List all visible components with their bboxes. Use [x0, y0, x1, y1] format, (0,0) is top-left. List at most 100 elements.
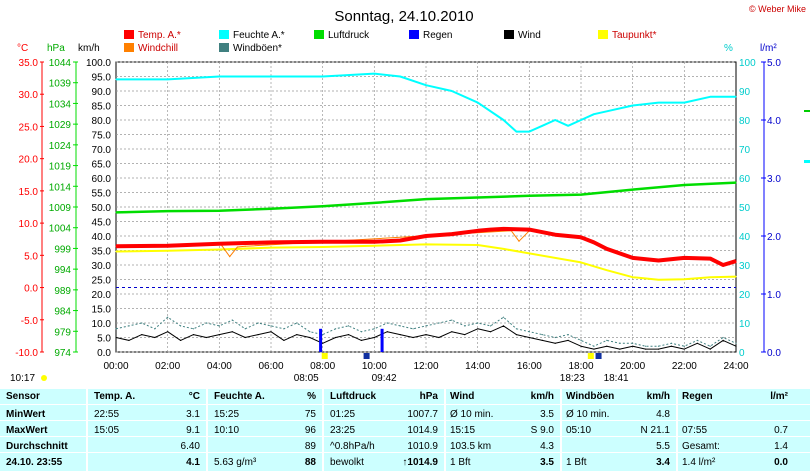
data-point — [335, 336, 337, 339]
chart-series — [115, 72, 737, 352]
temp-tick-label: 20.0 — [19, 155, 39, 166]
series-line-feuchte-a — [116, 72, 736, 133]
data-point — [322, 205, 324, 207]
pressure-tick-label: 1029 — [49, 120, 72, 131]
data-point — [154, 328, 156, 330]
data-point — [205, 336, 207, 339]
x-tick-label: 18:00 — [568, 361, 593, 372]
data-point — [128, 339, 130, 341]
data-point — [218, 248, 220, 251]
pressure-tick-label: 989 — [54, 286, 71, 297]
x-tick-label: 16:00 — [517, 361, 542, 372]
data-point — [335, 328, 337, 330]
data-point — [606, 345, 608, 347]
copyright-label: © Weber Mike — [749, 4, 806, 14]
data-point — [115, 78, 117, 80]
data-point — [167, 78, 169, 80]
wind-row-value: 3.5 — [540, 457, 554, 468]
data-point — [490, 229, 492, 231]
data-point — [115, 336, 117, 339]
data-point — [515, 334, 518, 336]
pressure-tick-label: 979 — [54, 327, 71, 338]
gust-row-label: 05:10 — [566, 425, 592, 436]
pressure-edge-marker — [804, 110, 810, 112]
x-tick-label: 24:00 — [723, 361, 748, 372]
column-separator — [86, 389, 88, 471]
sun-marker-icon — [41, 375, 47, 381]
data-point — [244, 336, 246, 339]
gust-header: Windböen — [566, 391, 615, 402]
data-point — [490, 331, 492, 333]
data-point — [593, 241, 595, 243]
rain-tick-label: 5.0 — [767, 58, 781, 69]
wind-tick-label: 35.0 — [92, 247, 112, 258]
legend-swatch — [124, 43, 134, 52]
data-point — [515, 131, 518, 133]
rain-row-label: 07:55 — [682, 425, 708, 436]
data-point — [632, 342, 634, 344]
axis-units: °C hPa km/h% l/m² — [17, 43, 777, 54]
pressure-tick-label: 1024 — [49, 141, 72, 152]
data-point — [270, 331, 272, 333]
pressure-tick-label: 999 — [54, 244, 71, 255]
temp-row-value: 3.1 — [186, 409, 200, 420]
data-point — [322, 342, 324, 344]
humidity-row-label: 10:10 — [214, 425, 240, 436]
data-point — [477, 328, 479, 330]
data-point — [218, 75, 220, 78]
data-point — [657, 102, 660, 104]
pressure-tick-label: 974 — [54, 348, 71, 359]
chart-legend: Temp. A.* Feuchte A.* Luftdruck Regen Wind Ta… — [124, 30, 657, 54]
pressure-tick-label: 994 — [54, 265, 71, 276]
data-point — [373, 245, 375, 247]
data-point — [167, 250, 169, 252]
data-point — [425, 198, 427, 200]
row-label: 24.10. 23:55 — [6, 457, 63, 468]
data-point — [528, 229, 530, 231]
pressure-row-value: ↑1014.9 — [402, 457, 438, 468]
data-point — [218, 325, 220, 327]
temp-unit-label: °C — [17, 43, 28, 54]
data-point — [386, 331, 388, 333]
x-tick-label: 04:00 — [207, 361, 232, 372]
wind-row-label: 103.5 km — [450, 441, 492, 452]
data-point — [528, 252, 530, 254]
data-point — [270, 208, 272, 210]
data-point — [502, 325, 505, 327]
wind-tick-label: 40.0 — [92, 232, 112, 243]
data-point — [128, 325, 130, 327]
data-point — [735, 345, 737, 347]
data-point — [451, 233, 453, 235]
data-point — [115, 250, 117, 253]
data-point — [167, 316, 169, 318]
data-point — [515, 328, 518, 330]
pressure-tick-label: 1044 — [49, 58, 72, 69]
wind-tick-label: 15.0 — [92, 305, 112, 316]
wind-row-value: 4.3 — [540, 441, 554, 452]
data-point — [657, 345, 660, 347]
data-point — [283, 339, 285, 341]
data-point — [502, 316, 505, 318]
humidity-row-label: 15:25 — [214, 409, 240, 420]
data-point — [218, 334, 220, 336]
data-point — [541, 125, 543, 127]
data-point — [735, 342, 737, 344]
data-point — [373, 336, 375, 339]
data-point — [283, 328, 285, 330]
data-point — [632, 189, 634, 191]
data-point — [451, 90, 453, 92]
humidity-row-label: 5.63 g/m³ — [214, 457, 257, 468]
data-point — [438, 336, 440, 339]
data-point — [257, 322, 259, 324]
data-point — [619, 342, 621, 344]
data-point — [167, 245, 169, 247]
data-point — [477, 322, 479, 324]
temp-row-label: 22:55 — [94, 409, 120, 420]
data-point — [670, 345, 673, 347]
data-point — [735, 276, 737, 278]
pressure-unit-label: hPa — [47, 43, 65, 54]
pressure-row-value: 1014.9 — [407, 425, 438, 436]
data-point — [360, 331, 362, 333]
data-point — [236, 246, 238, 248]
data-point — [167, 210, 169, 212]
